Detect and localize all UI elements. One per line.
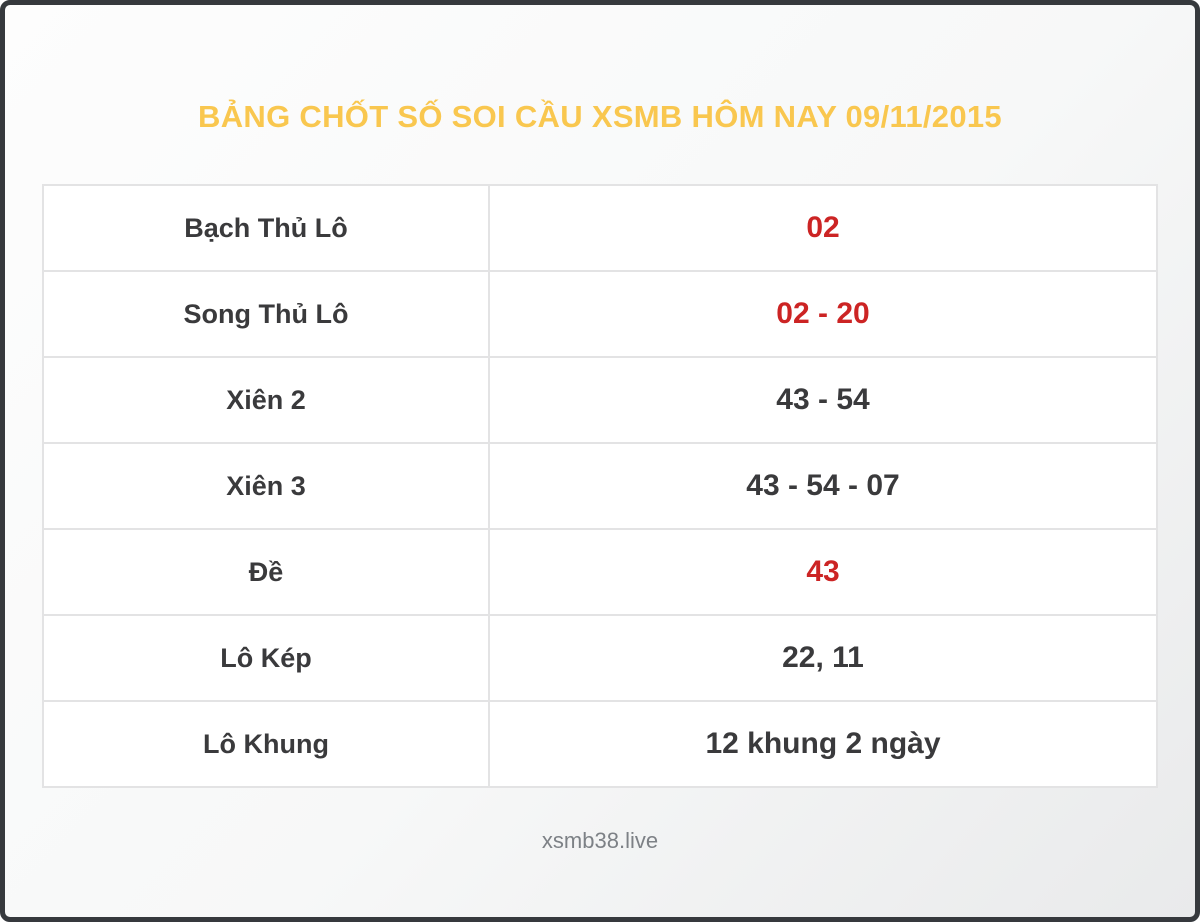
row-value: 43 [488,528,1158,616]
row-value: 02 - 20 [488,270,1158,358]
table-row: Lô Kép 22, 11 [42,614,1158,702]
row-label: Bạch Thủ Lô [42,184,490,272]
row-label: Lô Khung [42,700,490,788]
table-row: Song Thủ Lô 02 - 20 [42,270,1158,358]
prediction-table: Bạch Thủ Lô 02 Song Thủ Lô 02 - 20 Xiên … [42,184,1158,788]
footer-watermark: xsmb38.live [541,828,659,853]
row-label: Lô Kép [42,614,490,702]
table-row: Đề 43 [42,528,1158,616]
table-row: Lô Khung 12 khung 2 ngày [42,700,1158,788]
row-value: 02 [488,184,1158,272]
table-row: Xiên 3 43 - 54 - 07 [42,442,1158,530]
row-label: Song Thủ Lô [42,270,490,358]
prediction-table-body: Bạch Thủ Lô 02 Song Thủ Lô 02 - 20 Xiên … [42,184,1158,788]
row-value: 22, 11 [488,614,1158,702]
row-label: Đề [42,528,490,616]
page-title: BẢNG CHỐT SỐ SOI CẦU XSMB HÔM NAY 09/11/… [198,99,1002,134]
row-label: Xiên 2 [42,356,490,444]
row-label: Xiên 3 [42,442,490,530]
table-row: Xiên 2 43 - 54 [42,356,1158,444]
table-row: Bạch Thủ Lô 02 [42,184,1158,272]
row-value: 12 khung 2 ngày [488,700,1158,788]
row-value: 43 - 54 [488,356,1158,444]
row-value: 43 - 54 - 07 [488,442,1158,530]
